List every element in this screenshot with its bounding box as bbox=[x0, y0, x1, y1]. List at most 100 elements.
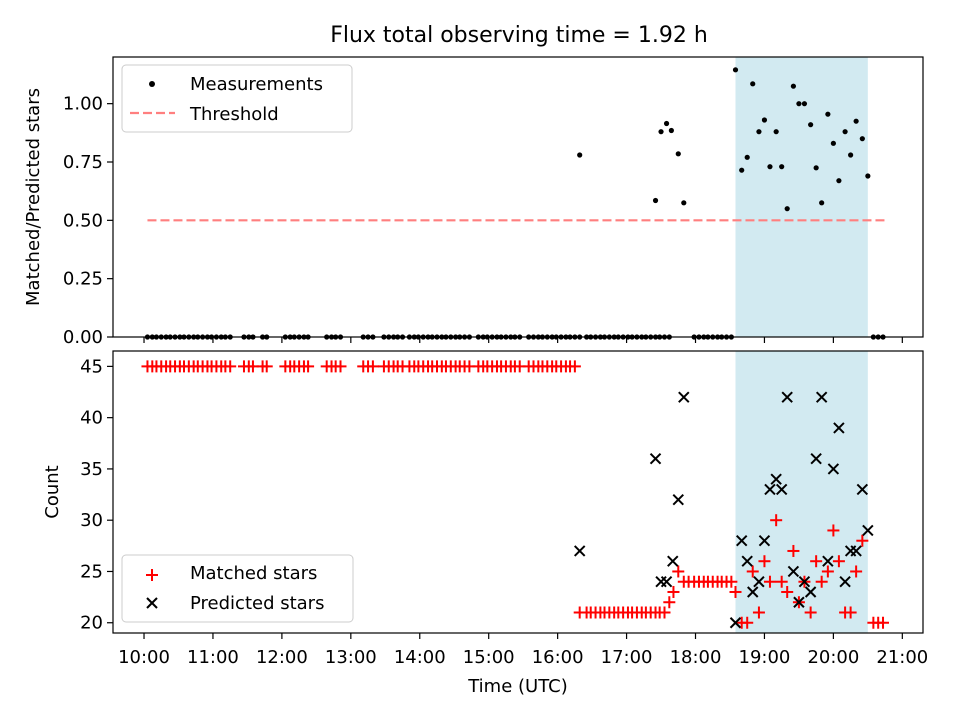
top-y-tick-label: 0.50 bbox=[63, 210, 103, 231]
top-axes-frame bbox=[112, 56, 924, 338]
x-axis-label: Time (UTC) bbox=[467, 676, 568, 697]
predicted-star-point bbox=[839, 576, 851, 588]
measurement-point bbox=[681, 200, 687, 206]
x-tick-label: 14:00 bbox=[394, 647, 446, 668]
matched-star-point bbox=[568, 360, 581, 373]
legend-predicted-label: Predicted stars bbox=[190, 593, 324, 614]
top-legend: Measurements Threshold bbox=[121, 64, 353, 133]
measurement-point bbox=[779, 164, 785, 170]
bottom-y-ticks: 20 25 30 35 40 45 bbox=[80, 356, 113, 634]
x-tick-label: 15:00 bbox=[463, 647, 515, 668]
top-x-ticks bbox=[143, 337, 903, 343]
predicted-star-point bbox=[741, 555, 753, 567]
matched-star-point bbox=[663, 596, 676, 609]
measurement-point bbox=[813, 165, 819, 171]
x-tick-label: 20:00 bbox=[807, 647, 859, 668]
measurement-point bbox=[853, 118, 859, 124]
measurement-point bbox=[830, 140, 836, 146]
count-panel: 20 25 30 35 40 45 10:00 11:00 12:00 13:00 14:00 15… bbox=[42, 350, 928, 697]
bottom-legend: Matched stars Predicted stars bbox=[121, 554, 354, 623]
predicted-star-point bbox=[798, 576, 811, 588]
measurement-point bbox=[658, 129, 664, 135]
predicted-star-point bbox=[655, 576, 667, 588]
bottom-x-ticks: 10:00 11:00 12:00 13:00 14:00 15:00 16:00 17:00… bbox=[118, 633, 928, 668]
predicted-star-point bbox=[764, 483, 776, 496]
predicted-star-point bbox=[833, 422, 845, 434]
bottom-y-tick-label: 35 bbox=[80, 459, 103, 480]
matched-star-point bbox=[856, 534, 869, 547]
bottom-y-axis-label: Count bbox=[42, 465, 63, 518]
matched-star-point bbox=[260, 360, 273, 373]
x-tick-label: 21:00 bbox=[876, 647, 928, 668]
top-y-axis-label: Matched/Predicted stars bbox=[23, 88, 44, 306]
bottom-axes-frame bbox=[112, 350, 924, 634]
measurement-point bbox=[739, 167, 745, 173]
matched-star-point bbox=[781, 585, 794, 598]
matched-star-point bbox=[877, 616, 890, 629]
matched-star-point bbox=[746, 565, 759, 578]
top-observing-span bbox=[735, 57, 868, 337]
matched-star-point bbox=[832, 555, 845, 568]
predicted-star-point bbox=[856, 483, 869, 496]
measurement-point bbox=[761, 117, 768, 123]
predicted-star-point bbox=[649, 452, 662, 465]
measurement-point bbox=[790, 83, 797, 89]
bottom-y-tick-label: 20 bbox=[80, 613, 103, 634]
predicted-star-point bbox=[753, 576, 765, 588]
predicted-star-point bbox=[810, 452, 822, 465]
measurement-point bbox=[773, 129, 779, 135]
measurement-point bbox=[848, 152, 854, 158]
x-tick-label: 11:00 bbox=[187, 647, 239, 668]
measurement-point bbox=[836, 178, 842, 184]
x-tick-label: 13:00 bbox=[325, 647, 377, 668]
matched-star-point bbox=[725, 575, 738, 588]
matched-star-point bbox=[758, 555, 771, 568]
matched-star-point bbox=[787, 544, 800, 557]
ratio-panel: 0.00 0.25 0.50 0.75 1.00 Matched/Predicted s… bbox=[23, 56, 924, 348]
predicted-star-point bbox=[793, 596, 805, 608]
x-tick-label: 16:00 bbox=[532, 647, 584, 668]
bottom-observing-span bbox=[735, 351, 868, 633]
predicted-star-point bbox=[827, 463, 840, 475]
top-y-tick-label: 0.00 bbox=[63, 327, 103, 348]
x-tick-label: 12:00 bbox=[256, 647, 308, 668]
measurement-point bbox=[801, 101, 808, 107]
chart-title: Flux total observing time = 1.92 h bbox=[330, 23, 708, 48]
matched-star-point bbox=[741, 616, 754, 629]
bottom-y-tick-label: 25 bbox=[80, 561, 103, 582]
predicted-star-point bbox=[729, 617, 742, 629]
predicted-star-point bbox=[735, 535, 748, 547]
predicted-star-point bbox=[770, 473, 782, 485]
predicted-star-point bbox=[804, 586, 817, 598]
predicted-star-point bbox=[815, 391, 828, 403]
measurement-point bbox=[865, 173, 871, 179]
matched-star-point bbox=[850, 565, 863, 578]
legend-measurements-label: Measurements bbox=[190, 74, 323, 95]
matched-star-point bbox=[302, 360, 315, 373]
predicted-star-point bbox=[660, 576, 673, 588]
matched-star-point bbox=[366, 360, 379, 373]
top-y-ticks: 0.00 0.25 0.50 0.75 1.00 bbox=[63, 94, 113, 348]
legend-predicted-marker bbox=[146, 597, 158, 609]
matched-star-point bbox=[821, 565, 834, 578]
x-tick-label: 10:00 bbox=[118, 647, 170, 668]
matched-star-point bbox=[752, 606, 765, 619]
legend-measurement-marker bbox=[149, 81, 155, 87]
matched-star-point bbox=[334, 360, 347, 373]
matched-star-point bbox=[672, 565, 685, 578]
x-tick-label: 18:00 bbox=[670, 647, 722, 668]
measurement-point bbox=[756, 129, 762, 135]
matched-star-point bbox=[763, 575, 776, 588]
predicted-star-point bbox=[573, 545, 586, 557]
predicted-star-points bbox=[573, 391, 874, 629]
predicted-star-point bbox=[775, 483, 788, 496]
measurement-point bbox=[819, 200, 825, 206]
top-y-tick-label: 0.25 bbox=[63, 269, 103, 290]
matched-star-point bbox=[770, 514, 783, 527]
measurement-point bbox=[675, 151, 681, 157]
matched-star-point bbox=[729, 585, 742, 598]
measurement-point bbox=[744, 154, 750, 160]
bottom-y-tick-label: 30 bbox=[80, 510, 103, 531]
x-tick-label: 19:00 bbox=[739, 647, 791, 668]
